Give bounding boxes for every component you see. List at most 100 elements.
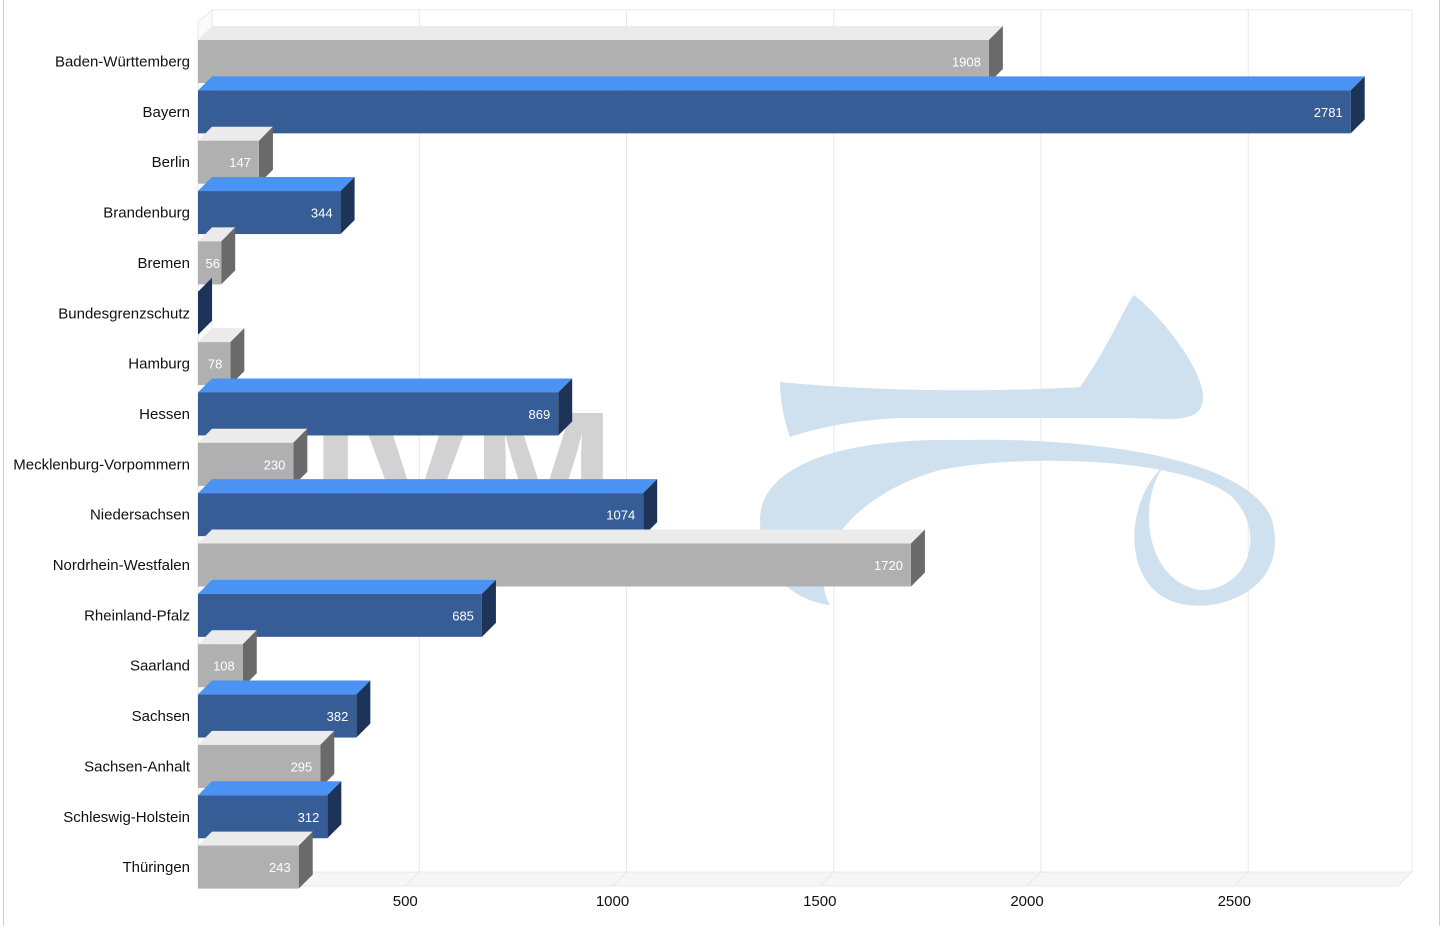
- bar-side: [258, 126, 273, 184]
- bar-front: [198, 191, 341, 235]
- x-tick-label: 1500: [803, 893, 836, 910]
- bar-top: [198, 26, 1003, 40]
- bar-side: [242, 630, 257, 688]
- bar: 312: [198, 781, 342, 839]
- category-label: Saarland: [130, 658, 190, 675]
- bar: [198, 277, 212, 335]
- category-label: Brandenburg: [103, 205, 190, 222]
- bar-top: [198, 730, 335, 745]
- bar-side: [1350, 76, 1365, 134]
- category-label: Sachsen: [132, 708, 190, 725]
- bar: 869: [198, 378, 573, 436]
- x-tick-label: 2500: [1218, 893, 1251, 910]
- bar: 344: [198, 177, 355, 235]
- bar-top: [198, 781, 342, 796]
- bar-top: [198, 831, 313, 846]
- bar: 78: [198, 328, 245, 386]
- category-label: Bundesgrenzschutz: [58, 305, 190, 322]
- category-label: Rheinland-Pfalz: [84, 607, 190, 624]
- bar-front: [198, 342, 231, 386]
- bar-front: [198, 694, 357, 738]
- category-label: Bayern: [142, 104, 190, 121]
- bar: 1908: [198, 26, 1003, 83]
- bar-side: [481, 579, 496, 637]
- grid-line-floor: [819, 871, 835, 887]
- data-label: 1720: [874, 558, 903, 573]
- bar-top: [198, 479, 658, 494]
- bar-front: [198, 392, 559, 436]
- bar-side: [320, 730, 335, 788]
- bar: 230: [198, 428, 308, 486]
- data-label: 230: [264, 457, 286, 472]
- data-label: 869: [528, 407, 550, 422]
- bar-front: [198, 493, 644, 537]
- bar-front: [198, 593, 482, 637]
- bar-front: [198, 90, 1351, 134]
- bar-front: [198, 40, 989, 83]
- bar-front: [198, 241, 222, 285]
- data-label: 312: [298, 810, 320, 825]
- data-label: 685: [452, 608, 474, 623]
- category-label: Berlin: [152, 154, 190, 171]
- grid-line-floor: [404, 871, 420, 887]
- category-label: Schleswig-Holstein: [63, 809, 190, 826]
- data-label: 56: [206, 256, 220, 271]
- data-label: 295: [291, 759, 313, 774]
- bar-top: [198, 680, 371, 695]
- bar-top: [198, 529, 925, 544]
- bars: 1908 2781 147 344 56 78 869 230 1074 1720 685 108 38…: [198, 26, 1365, 889]
- bar-front: [198, 644, 243, 688]
- bar-front: [198, 543, 911, 587]
- category-label: Niedersachsen: [90, 507, 190, 524]
- bar-top: [198, 630, 257, 645]
- bar-side: [356, 680, 371, 738]
- bar-front: [198, 140, 259, 184]
- bar-top: [198, 378, 573, 393]
- bar-front: [198, 845, 299, 889]
- bar-side: [198, 277, 212, 335]
- bar-side: [988, 26, 1003, 83]
- chart-frame: [3, 0, 1440, 926]
- data-label: 1074: [606, 508, 635, 523]
- bar: 2781: [198, 76, 1365, 134]
- category-label: Sachsen-Anhalt: [84, 758, 191, 775]
- bar: 685: [198, 579, 496, 637]
- bar-side: [293, 428, 308, 486]
- data-label: 1908: [952, 55, 981, 70]
- x-tick-labels: 500 1000 1500 2000 2500: [393, 893, 1251, 910]
- category-labels: Baden-Württemberg Bayern Berlin Brandenburg…: [13, 54, 191, 877]
- bar-side: [340, 177, 355, 235]
- bar-top: [198, 428, 308, 443]
- category-label: Bremen: [137, 255, 190, 272]
- x-tick-label: 2000: [1010, 893, 1043, 910]
- data-label: 108: [213, 659, 235, 674]
- bar-side: [327, 781, 342, 839]
- bar: 243: [198, 831, 313, 889]
- data-label: 382: [327, 709, 349, 724]
- bar-side: [298, 831, 313, 889]
- category-label: Nordrhein-Westfalen: [53, 557, 190, 574]
- data-label: 243: [269, 860, 291, 875]
- bar: 147: [198, 126, 273, 184]
- category-label: Thüringen: [122, 859, 190, 876]
- bar: 382: [198, 680, 371, 738]
- bar-front: [198, 744, 321, 788]
- category-label: Baden-Württemberg: [55, 54, 190, 71]
- bar-front: [198, 795, 328, 839]
- bar-side: [643, 479, 658, 537]
- bar: 1074: [198, 479, 658, 537]
- data-label: 344: [311, 206, 333, 221]
- floor: [196, 871, 1414, 887]
- bar: 295: [198, 730, 335, 788]
- bar-side: [230, 328, 245, 386]
- grid-line-floor: [1233, 871, 1249, 887]
- bar-top: [198, 227, 236, 242]
- data-label: 147: [229, 155, 251, 170]
- grid-line-floor: [1026, 871, 1042, 887]
- x-tick-label: 500: [393, 893, 418, 910]
- data-label: 78: [208, 357, 222, 372]
- bar: 108: [198, 630, 257, 688]
- bar-top: [198, 328, 245, 343]
- x-tick-label: 1000: [596, 893, 629, 910]
